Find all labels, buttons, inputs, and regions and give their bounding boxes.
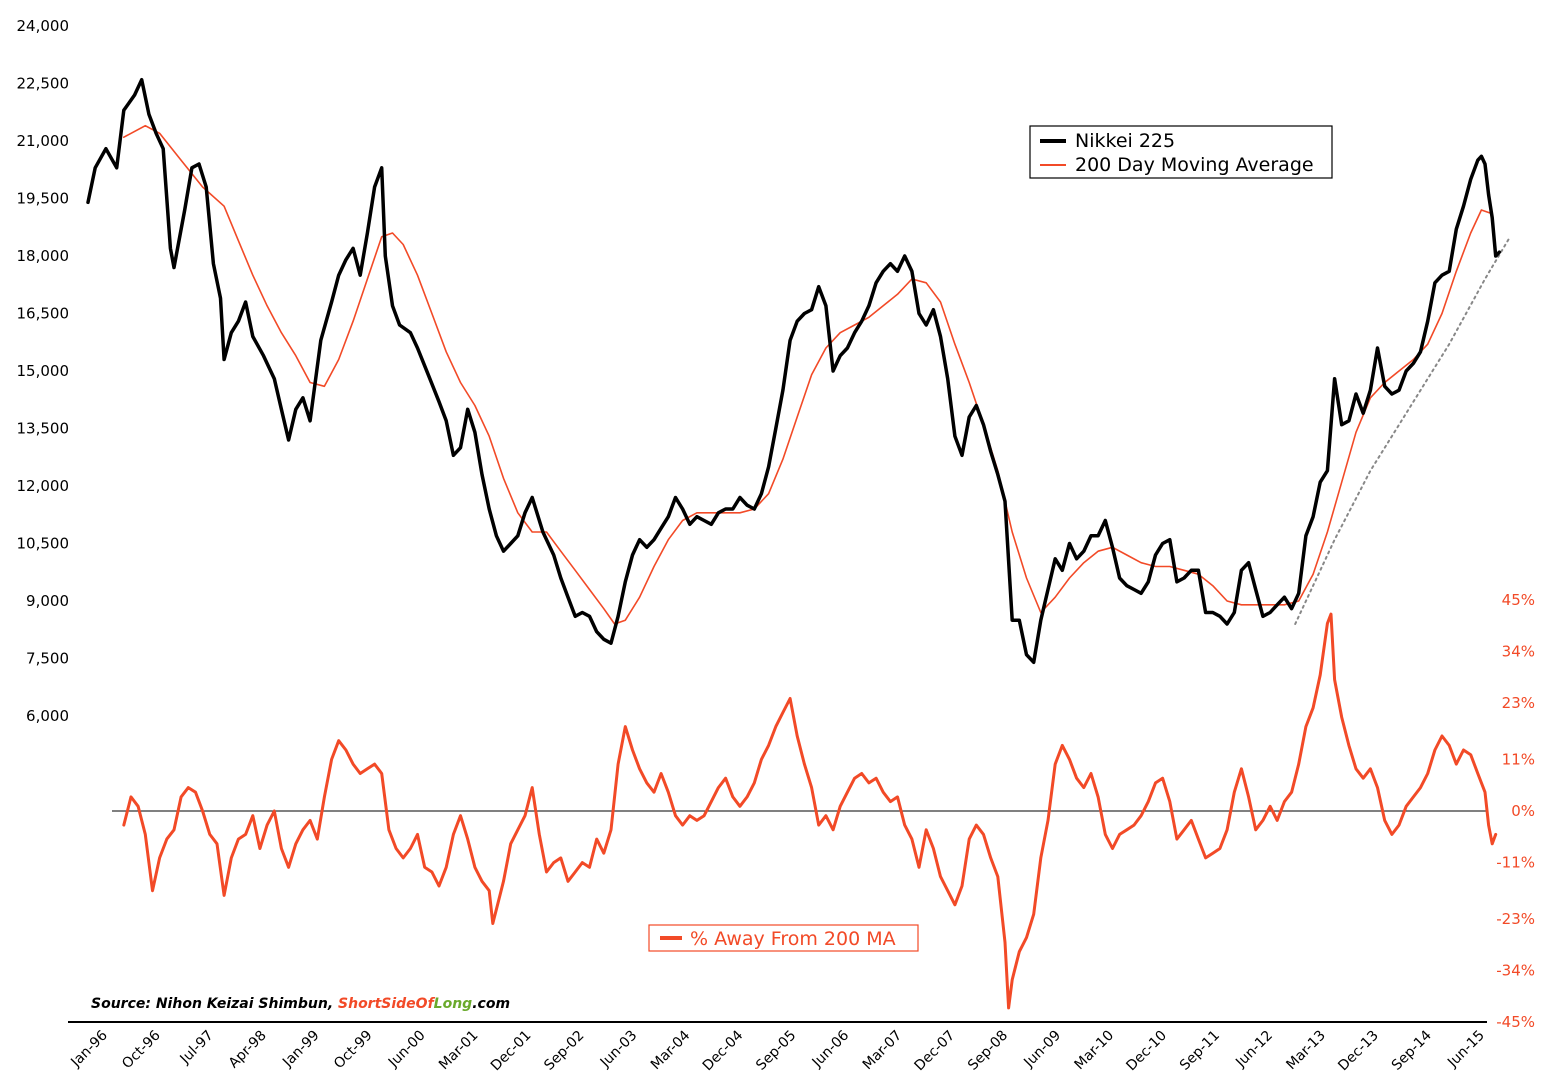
right-axis-ticks: 45% 34% 23% 11% 0% -11% -23% -34% -45% — [1496, 591, 1535, 1031]
x-tick-label: Jun-03 — [597, 1028, 641, 1072]
right-tick-label: -11% — [1496, 854, 1535, 872]
legend-pct-label: % Away From 200 MA — [690, 928, 896, 950]
left-tick-label: 12,000 — [17, 477, 70, 495]
x-tick-label: Jan-96 — [67, 1027, 111, 1071]
x-tick-label: Mar-07 — [860, 1028, 906, 1074]
right-tick-label: 34% — [1502, 643, 1535, 661]
left-tick-label: 19,500 — [17, 190, 70, 208]
x-tick-label: Apr-98 — [226, 1028, 270, 1072]
left-tick-label: 22,500 — [17, 75, 70, 93]
nikkei-line — [86, 77, 1502, 665]
pct-away-line — [122, 612, 1498, 1010]
right-tick-label: -34% — [1496, 961, 1535, 979]
x-tick-label: Jun-09 — [1020, 1028, 1064, 1072]
right-tick-label: 0% — [1511, 802, 1535, 820]
x-tick-label: Sep-08 — [965, 1028, 1011, 1074]
x-tick-label: Oct-96 — [119, 1027, 164, 1072]
right-tick-label: 11% — [1502, 750, 1535, 768]
legend-bottom-box — [648, 924, 919, 952]
source-prefix: Source: Nihon Keizai Shimbun, — [91, 996, 338, 1012]
x-tick-label: Dec-01 — [488, 1028, 535, 1075]
source-brand-part2: Long — [434, 996, 473, 1012]
series-layer — [86, 77, 1512, 1010]
x-tick-label: Jan-99 — [279, 1028, 322, 1071]
legend-nikkei-label: Nikkei 225 — [1075, 130, 1175, 152]
source-brand-part1: ShortSideOf — [338, 996, 436, 1012]
legend-top: Nikkei 225 200 Day Moving Average — [1029, 125, 1333, 179]
x-tick-label: Oct-99 — [331, 1028, 376, 1073]
legend-top-box — [1029, 125, 1333, 179]
x-tick-label: Jul-97 — [177, 1028, 217, 1068]
left-tick-label: 6,000 — [26, 707, 69, 725]
x-tick-label: Jun-06 — [809, 1027, 853, 1071]
x-tick-label: Dec-04 — [700, 1027, 747, 1074]
x-axis-ticks: Jan-96 Oct-96 Jul-97 Apr-98 Jan-99 Oct-99 Jun-… — [67, 1027, 1487, 1074]
right-tick-label: -23% — [1496, 910, 1535, 928]
legend-ma-label: 200 Day Moving Average — [1075, 154, 1314, 176]
x-tick-label: Jun-00 — [385, 1028, 429, 1072]
x-tick-label: Sep-05 — [753, 1028, 799, 1074]
source-note: Source: Nihon Keizai Shimbun, ShortSideO… — [91, 996, 510, 1012]
x-tick-label: Sep-02 — [541, 1028, 587, 1074]
x-tick-label: Sep-14 — [1389, 1027, 1435, 1073]
x-tick-label: Dec-13 — [1335, 1028, 1382, 1075]
legend-bottom: % Away From 200 MA — [648, 924, 919, 952]
left-tick-label: 7,500 — [26, 650, 69, 668]
left-tick-label: 24,000 — [17, 17, 70, 35]
x-tick-label: Mar-10 — [1072, 1028, 1118, 1074]
x-tick-label: Dec-10 — [1123, 1028, 1170, 1075]
x-tick-label: Mar-13 — [1283, 1028, 1329, 1074]
left-tick-label: 10,500 — [17, 535, 70, 553]
left-tick-label: 9,000 — [26, 592, 69, 610]
x-tick-label: Sep-11 — [1177, 1028, 1223, 1074]
trend-line — [1294, 235, 1512, 625]
left-tick-label: 21,000 — [17, 132, 70, 150]
left-tick-label: 16,500 — [17, 305, 70, 323]
left-tick-label: 18,000 — [17, 247, 70, 265]
ma-line — [123, 124, 1493, 625]
left-axis-ticks: 6,000 7,500 9,000 10,500 12,000 13,500 15,000 1… — [17, 17, 70, 725]
right-tick-label: 45% — [1502, 591, 1535, 609]
left-tick-label: 15,000 — [17, 362, 70, 380]
x-tick-label: Mar-01 — [436, 1028, 482, 1074]
right-tick-label: 23% — [1502, 694, 1535, 712]
source-suffix: .com — [472, 996, 510, 1012]
right-tick-label: -45% — [1496, 1013, 1535, 1031]
x-tick-label: Dec-07 — [912, 1028, 959, 1075]
x-tick-label: Mar-04 — [648, 1027, 694, 1073]
x-tick-label: Jun-12 — [1232, 1028, 1276, 1072]
x-tick-label: Jun-15 — [1444, 1028, 1488, 1072]
left-tick-label: 13,500 — [17, 420, 70, 438]
